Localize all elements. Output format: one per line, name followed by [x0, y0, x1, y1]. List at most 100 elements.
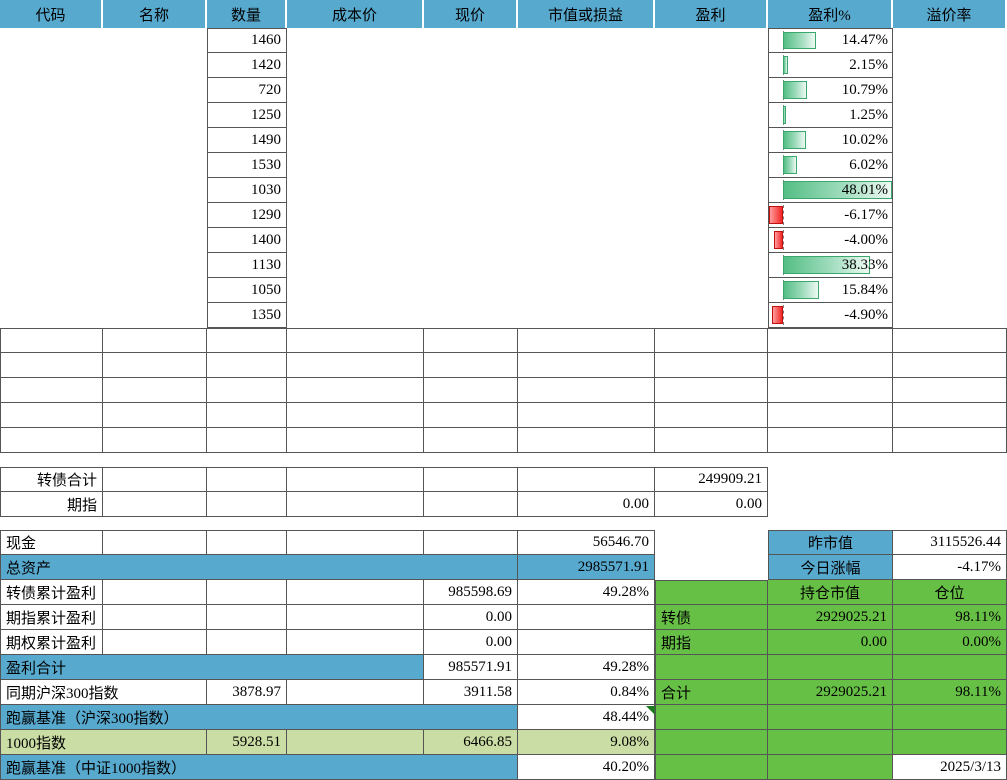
empty-cell[interactable]	[424, 428, 518, 453]
empty-cell[interactable]	[103, 605, 207, 630]
profit-pct-cell[interactable]: -6.17%	[768, 203, 893, 228]
quantity-cell[interactable]: 1400	[207, 228, 287, 253]
empty-cell[interactable]	[0, 378, 103, 403]
empty-cell[interactable]	[655, 730, 768, 755]
date-cell[interactable]: 2025/3/13	[893, 755, 1007, 780]
empty-cell[interactable]	[287, 605, 424, 630]
empty-cell[interactable]	[655, 655, 768, 680]
empty-cell[interactable]	[287, 428, 424, 453]
empty-cell[interactable]	[287, 378, 424, 403]
column-header-9[interactable]: 溢价率	[893, 0, 1007, 28]
value-cell[interactable]: 985571.91	[424, 655, 518, 680]
value-cell[interactable]: 0.00	[424, 605, 518, 630]
profit-pct-cell[interactable]: 15.84%	[768, 278, 893, 303]
empty-cell[interactable]	[424, 530, 518, 555]
empty-cell[interactable]	[518, 630, 655, 655]
holding-name[interactable]: 转债	[655, 605, 768, 630]
quantity-cell[interactable]: 720	[207, 78, 287, 103]
empty-cell[interactable]	[768, 705, 893, 730]
column-header-3[interactable]: 数量	[207, 0, 287, 28]
quantity-cell[interactable]: 1290	[207, 203, 287, 228]
column-header-6[interactable]: 市值或损益	[518, 0, 655, 28]
column-header-2[interactable]: 名称	[103, 0, 207, 28]
total-position[interactable]: 98.11%	[893, 680, 1007, 705]
empty-cell[interactable]	[518, 467, 655, 492]
empty-cell[interactable]	[0, 328, 103, 353]
profit-pct-cell[interactable]: 14.47%	[768, 28, 893, 53]
empty-cell[interactable]	[103, 580, 207, 605]
quantity-cell[interactable]: 1250	[207, 103, 287, 128]
empty-cell[interactable]	[207, 467, 287, 492]
empty-cell[interactable]	[893, 328, 1007, 353]
empty-cell[interactable]	[893, 730, 1007, 755]
empty-cell[interactable]	[287, 492, 424, 517]
empty-cell[interactable]	[768, 655, 893, 680]
empty-cell[interactable]	[207, 580, 287, 605]
empty-cell[interactable]	[893, 428, 1007, 453]
empty-cell[interactable]	[287, 328, 424, 353]
empty-cell[interactable]	[207, 353, 287, 378]
row-label-cell[interactable]: 跑赢基准（沪深300指数）	[0, 705, 518, 730]
empty-cell[interactable]	[287, 530, 424, 555]
bond-total-label[interactable]: 转债合计	[0, 467, 103, 492]
holding-name[interactable]: 期指	[655, 630, 768, 655]
futures-label[interactable]: 期指	[0, 492, 103, 517]
row-label-cell[interactable]: 盈利合计	[0, 655, 424, 680]
empty-cell[interactable]	[287, 467, 424, 492]
empty-cell[interactable]	[893, 403, 1007, 428]
profit-pct-cell[interactable]: 48.01%	[768, 178, 893, 203]
value-cell[interactable]: 0.00	[424, 630, 518, 655]
empty-cell[interactable]	[424, 378, 518, 403]
quantity-cell[interactable]: 1130	[207, 253, 287, 278]
column-header-8[interactable]: 盈利%	[768, 0, 893, 28]
empty-cell[interactable]	[424, 403, 518, 428]
empty-cell[interactable]	[768, 378, 893, 403]
quantity-cell[interactable]: 1350	[207, 303, 287, 328]
empty-cell[interactable]	[768, 328, 893, 353]
empty-cell[interactable]	[207, 492, 287, 517]
total-name[interactable]: 合计	[655, 680, 768, 705]
value-cell[interactable]: 3878.97	[207, 680, 287, 705]
empty-cell[interactable]	[0, 353, 103, 378]
yesterday-mv-value[interactable]: 3115526.44	[893, 530, 1007, 555]
empty-cell[interactable]	[893, 705, 1007, 730]
empty-cell[interactable]	[893, 353, 1007, 378]
empty-cell[interactable]	[893, 655, 1007, 680]
holding-position[interactable]: 98.11%	[893, 605, 1007, 630]
empty-cell[interactable]	[518, 605, 655, 630]
empty-cell[interactable]	[424, 467, 518, 492]
value-cell[interactable]: 6466.85	[424, 730, 518, 755]
empty-cell[interactable]	[207, 328, 287, 353]
column-header-4[interactable]: 成本价	[287, 0, 424, 28]
row-label-cell[interactable]: 转债累计盈利	[0, 580, 103, 605]
empty-cell[interactable]	[768, 353, 893, 378]
empty-cell[interactable]	[655, 328, 768, 353]
empty-cell[interactable]	[518, 328, 655, 353]
holding-mv[interactable]: 0.00	[768, 630, 893, 655]
quantity-cell[interactable]: 1530	[207, 153, 287, 178]
profit-pct-cell[interactable]: 6.02%	[768, 153, 893, 178]
empty-cell[interactable]	[287, 403, 424, 428]
position-header[interactable]: 仓位	[893, 580, 1007, 605]
empty-cell[interactable]	[655, 755, 768, 780]
row-label-cell[interactable]: 现金	[0, 530, 103, 555]
value-cell[interactable]: 48.44%	[518, 705, 655, 730]
empty-cell[interactable]	[655, 580, 768, 605]
empty-cell[interactable]	[287, 630, 424, 655]
empty-cell[interactable]	[207, 428, 287, 453]
today-change-label[interactable]: 今日涨幅	[768, 555, 893, 580]
empty-cell[interactable]	[207, 403, 287, 428]
row-label-cell[interactable]: 1000指数	[0, 730, 207, 755]
empty-cell[interactable]	[768, 755, 893, 780]
empty-cell[interactable]	[424, 353, 518, 378]
empty-cell[interactable]	[287, 580, 424, 605]
today-change-value[interactable]: -4.17%	[893, 555, 1007, 580]
column-header-7[interactable]: 盈利	[655, 0, 768, 28]
value-cell[interactable]: 49.28%	[518, 655, 655, 680]
empty-cell[interactable]	[518, 403, 655, 428]
bond-total-profit[interactable]: 249909.21	[655, 467, 768, 492]
empty-cell[interactable]	[655, 378, 768, 403]
empty-cell[interactable]	[518, 353, 655, 378]
empty-cell[interactable]	[103, 467, 207, 492]
profit-pct-cell[interactable]: 2.15%	[768, 53, 893, 78]
